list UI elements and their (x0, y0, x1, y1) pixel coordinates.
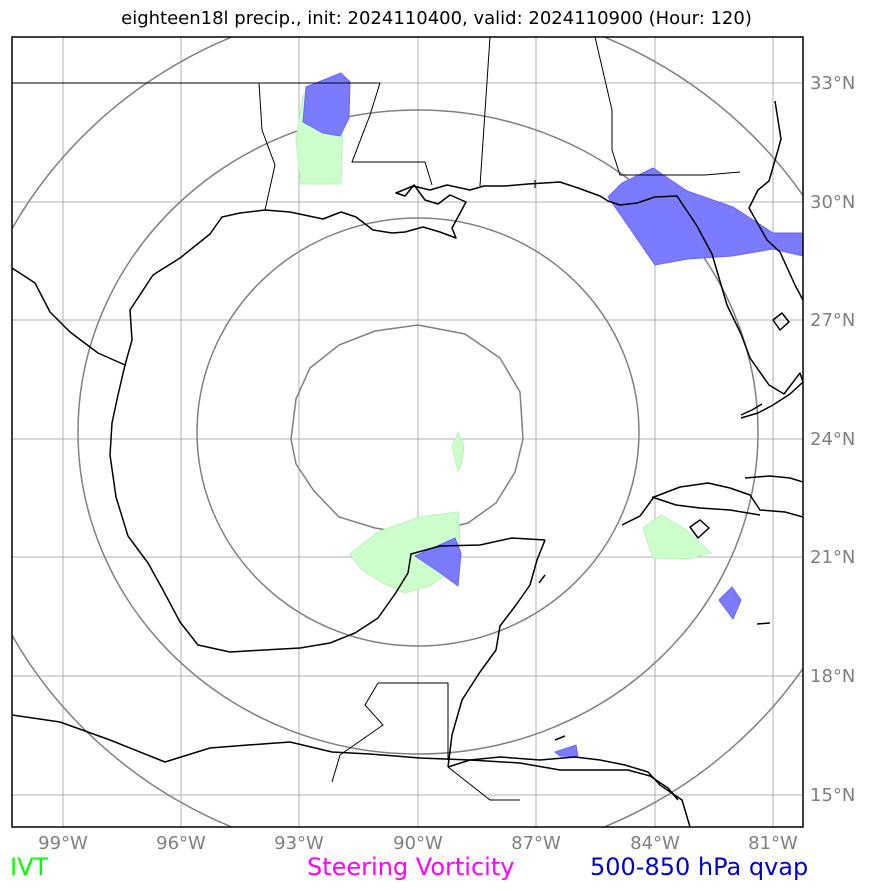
lon-tick-99w: 99°W (38, 833, 88, 854)
qvap-region-honduras (553, 744, 579, 758)
border-honduras (447, 766, 520, 801)
range-ring-4 (12, 37, 803, 827)
map-frame (11, 36, 804, 828)
legend-qvap-label: 500-850 hPa qvap (590, 853, 809, 881)
lon-tick-labels: 99°W 96°W 93°W 90°W 87°W 84°W 81°W (38, 833, 798, 854)
lat-tick-27n: 27°N (810, 310, 855, 331)
lat-tick-24n: 24°N (810, 429, 855, 450)
range-ring-1 (290, 324, 524, 536)
range-ring-2 (196, 217, 640, 647)
lon-tick-96w: 96°W (156, 833, 206, 854)
coastlines (12, 100, 803, 827)
coastline-central-america-pacific (12, 714, 679, 801)
qvap-fill (302, 72, 803, 758)
qvap-region-caribbean (718, 586, 742, 621)
lat-tick-labels: 33°N 30°N 27°N 24°N 21°N 18°N 15°N (810, 73, 855, 806)
legend-ivt-label: IVT (10, 853, 49, 881)
lat-tick-18n: 18°N (810, 666, 855, 687)
coastline-cuba-south (651, 496, 761, 516)
coastline-lake-okeechobee (772, 312, 790, 331)
coastline-mexico-gulf (109, 364, 546, 653)
lon-tick-93w: 93°W (274, 833, 324, 854)
border-texas-oklahoma (12, 82, 276, 211)
coastline-bay-islands (554, 735, 566, 741)
border-guatemala-mexico (331, 682, 384, 783)
border-alabama-georgia (594, 37, 741, 176)
coastline-yucatan-east (447, 539, 546, 768)
ivt-fill (295, 91, 713, 594)
legend-vorticity-label: Steering Vorticity (307, 853, 515, 881)
border-mississippi-alabama (479, 37, 491, 187)
coastline-cuba-north-edge (744, 475, 803, 483)
map-title: eighteen18l precip., init: 2024110400, v… (121, 8, 752, 29)
lat-tick-33n: 33°N (810, 73, 855, 94)
coastline-us-gulf-mexico-east (12, 181, 803, 419)
coastline-isle-of-youth (689, 519, 710, 539)
coastline-cayman (756, 622, 771, 625)
borders (12, 37, 741, 801)
qvap-region-louisiana (302, 72, 351, 137)
lon-tick-81w: 81°W (748, 833, 798, 854)
border-louisiana-arkansas (307, 82, 433, 186)
coastline-keys (740, 403, 763, 416)
lon-tick-84w: 84°W (630, 833, 680, 854)
coastline-cuba (621, 482, 803, 526)
ivt-region-gulf-center (451, 431, 465, 473)
range-ring-3 (77, 109, 759, 755)
coastline-central-america-caribbean (447, 756, 691, 827)
qvap-region-florida (607, 167, 803, 266)
coastline-florida-atlantic (748, 100, 803, 301)
lon-tick-90w: 90°W (393, 833, 443, 854)
ivt-region-cuba (642, 514, 713, 560)
coastline-cozumel (538, 574, 546, 584)
lat-tick-15n: 15°N (810, 785, 855, 806)
qvap-region-yucatan (413, 537, 462, 587)
lat-tick-30n: 30°N (810, 192, 855, 213)
lon-tick-87w: 87°W (511, 833, 561, 854)
lat-tick-21n: 21°N (810, 547, 855, 568)
map-area (12, 37, 803, 827)
gridlines (12, 37, 803, 827)
range-rings (12, 37, 803, 827)
border-guatemala (378, 682, 449, 760)
